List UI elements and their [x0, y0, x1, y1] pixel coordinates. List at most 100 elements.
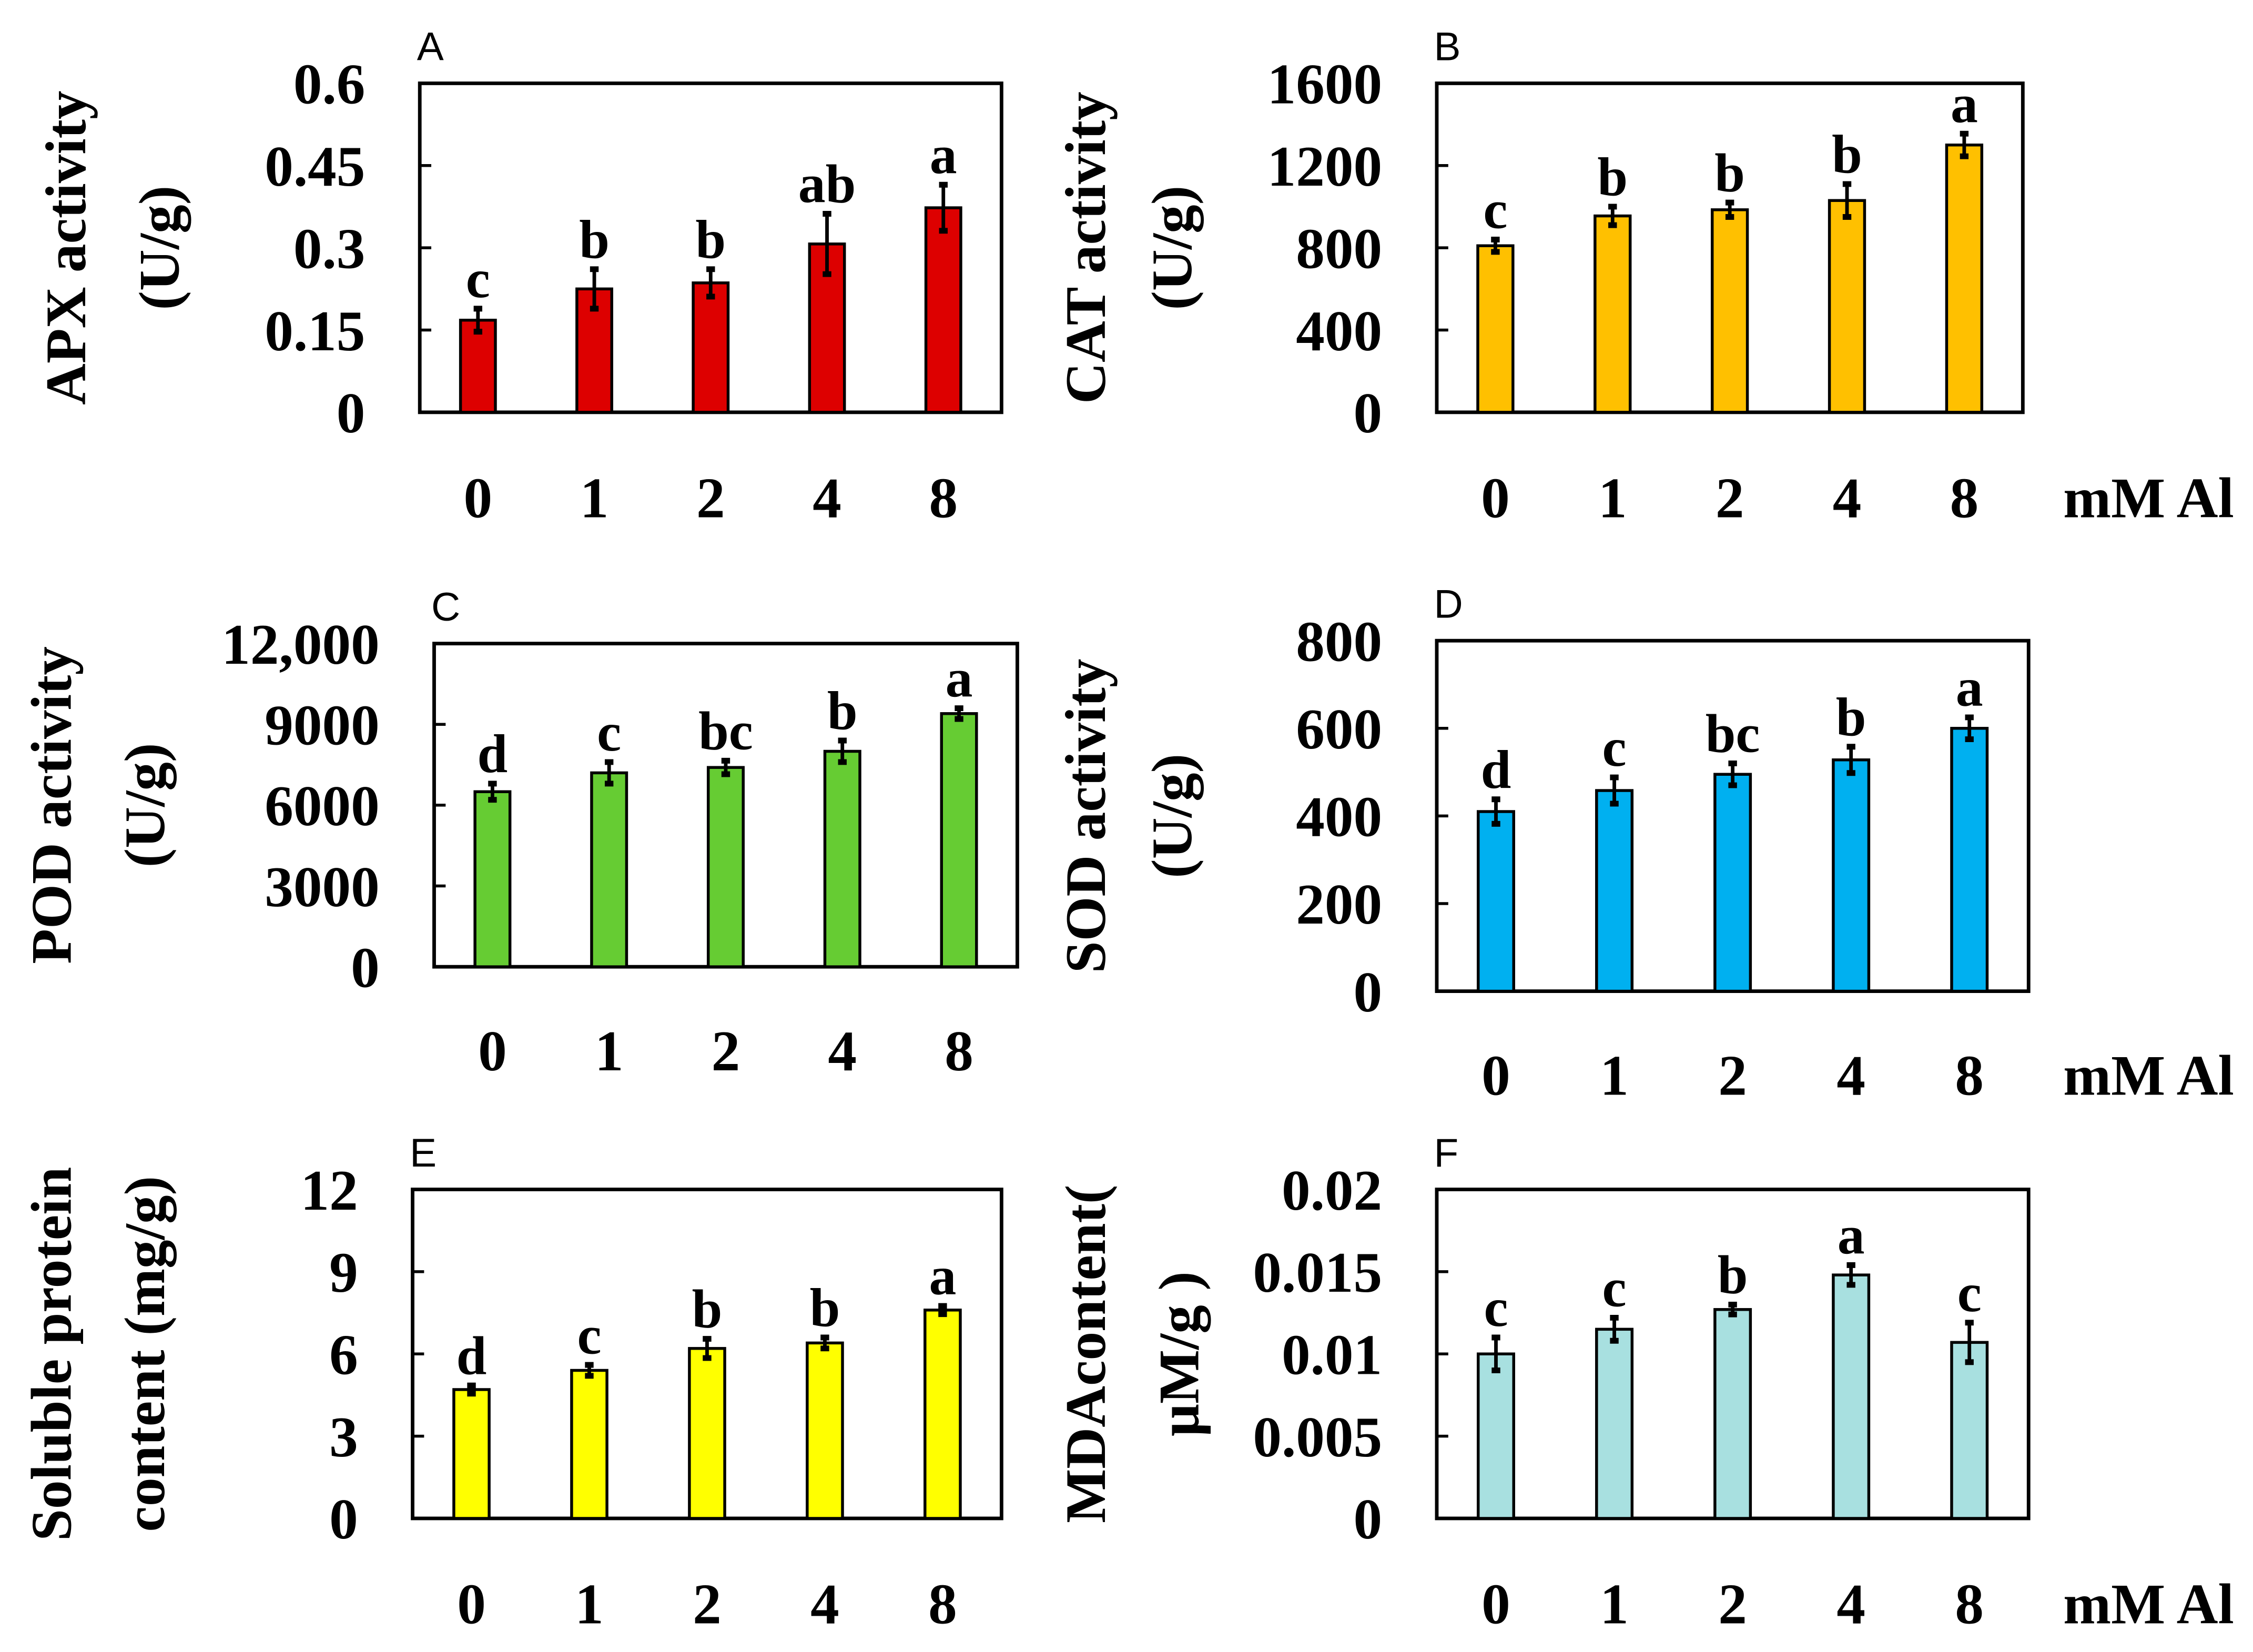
- x-axis-unit: mM Al: [2063, 1043, 2234, 1107]
- y-tick-label: 0: [1354, 960, 1383, 1024]
- y-tick-label: 6: [329, 1323, 358, 1386]
- x-tick-label: 1: [1600, 1572, 1629, 1636]
- y-axis-label: POD activity: [19, 646, 83, 964]
- significance-letter: bc: [698, 702, 753, 762]
- significance-letter: a: [946, 649, 973, 709]
- y-axis-label: CAT activity: [1054, 92, 1118, 404]
- y-tick-label: 0.015: [1253, 1241, 1382, 1304]
- significance-letter: c: [597, 703, 621, 763]
- x-tick-label: 1: [575, 1572, 604, 1636]
- bar: [823, 749, 861, 968]
- significance-letter: d: [1481, 740, 1511, 800]
- y-axis-label: MDAcontent(: [1054, 1185, 1118, 1523]
- x-tick-label: 2: [1716, 466, 1744, 530]
- y-tick-label: 3: [329, 1405, 358, 1469]
- y-tick-label: 0: [351, 936, 380, 999]
- y-axis-label: μM/g ): [1148, 1271, 1211, 1436]
- significance-letter: b: [1836, 687, 1866, 747]
- significance-letter: a: [930, 125, 957, 185]
- x-tick-label: 2: [696, 466, 725, 530]
- x-tick-label: 8: [1955, 1043, 1984, 1107]
- bar: [1477, 810, 1515, 993]
- significance-letter: d: [456, 1326, 487, 1386]
- x-tick-label: 0: [464, 466, 493, 530]
- y-tick-label: 0.3: [293, 217, 366, 280]
- significance-letter: c: [1957, 1263, 1982, 1323]
- x-tick-label: 8: [928, 1572, 957, 1636]
- significance-letter: b: [1718, 1245, 1748, 1305]
- bar: [1710, 208, 1749, 414]
- y-tick-label: 200: [1296, 873, 1382, 936]
- bar: [706, 766, 745, 968]
- y-tick-label: 0.005: [1253, 1405, 1382, 1469]
- y-tick-label: 3000: [265, 855, 379, 919]
- significance-letter: c: [1483, 180, 1507, 240]
- bar: [1476, 244, 1515, 414]
- significance-letter: b: [810, 1278, 840, 1338]
- y-axis-label: content (mg/g): [113, 1176, 177, 1532]
- x-axis-unit: mM Al: [2063, 466, 2234, 530]
- y-axis-label: SOD activity: [1054, 658, 1118, 973]
- y-axis-label: Soluble protein: [19, 1167, 83, 1541]
- significance-letter: b: [1714, 143, 1745, 203]
- y-axis-label: (U/g): [113, 743, 177, 868]
- significance-letter: a: [1951, 74, 1978, 134]
- y-tick-label: 9: [329, 1241, 358, 1304]
- x-tick-label: 0: [1481, 1572, 1510, 1636]
- bar: [1713, 1308, 1752, 1520]
- x-tick-label: 2: [712, 1019, 740, 1083]
- bar: [590, 771, 628, 968]
- x-tick-label: 8: [945, 1019, 973, 1083]
- bar: [940, 712, 978, 968]
- significance-letter: d: [478, 724, 508, 784]
- bar: [1950, 727, 1989, 993]
- y-tick-label: 400: [1296, 785, 1382, 849]
- bar: [1945, 143, 1984, 414]
- x-tick-label: 1: [580, 466, 609, 530]
- y-tick-label: 12: [301, 1159, 358, 1222]
- x-tick-label: 8: [929, 466, 958, 530]
- y-tick-label: 1200: [1267, 135, 1383, 198]
- x-axis-unit: mM Al: [2063, 1572, 2234, 1636]
- bar: [1832, 758, 1871, 993]
- significance-letter: b: [695, 210, 726, 270]
- y-tick-label: 0: [1354, 381, 1383, 445]
- panel-label: A: [417, 25, 444, 69]
- y-tick-label: 800: [1296, 217, 1382, 280]
- x-tick-label: 1: [1598, 466, 1627, 530]
- significance-letter: a: [929, 1246, 956, 1306]
- y-tick-label: 0.15: [265, 299, 365, 363]
- significance-letter: c: [1602, 1259, 1627, 1319]
- panel-label: B: [1434, 25, 1460, 69]
- x-tick-label: 4: [1836, 1572, 1865, 1636]
- significance-letter: b: [692, 1280, 723, 1340]
- y-tick-label: 0.02: [1282, 1159, 1382, 1222]
- panel-label: D: [1434, 582, 1463, 626]
- panel-label: C: [431, 585, 460, 630]
- x-tick-label: 1: [595, 1019, 624, 1083]
- bar: [570, 1369, 608, 1520]
- significance-letter: b: [579, 210, 610, 270]
- bar: [1595, 1327, 1634, 1520]
- y-tick-label: 400: [1296, 299, 1382, 363]
- significance-letter: ab: [798, 155, 856, 215]
- bar: [452, 1388, 491, 1520]
- significance-letter: bc: [1706, 704, 1760, 764]
- significance-letter: a: [1956, 658, 1983, 718]
- y-axis-label: (U/g): [127, 186, 191, 310]
- bar: [688, 1347, 726, 1520]
- x-tick-label: 4: [1833, 466, 1862, 530]
- y-tick-label: 12,000: [221, 613, 379, 676]
- y-axis-label: (U/g): [1140, 186, 1204, 310]
- bar: [473, 790, 512, 968]
- bar: [1950, 1341, 1989, 1520]
- x-tick-label: 2: [693, 1572, 722, 1636]
- significance-letter: c: [577, 1305, 601, 1365]
- x-tick-label: 2: [1718, 1043, 1747, 1107]
- bar: [923, 1309, 962, 1520]
- y-tick-label: 1600: [1267, 53, 1383, 116]
- bar: [1595, 789, 1634, 993]
- y-tick-label: 6000: [265, 774, 379, 838]
- x-tick-label: 8: [1950, 466, 1979, 530]
- significance-letter: b: [1597, 147, 1628, 207]
